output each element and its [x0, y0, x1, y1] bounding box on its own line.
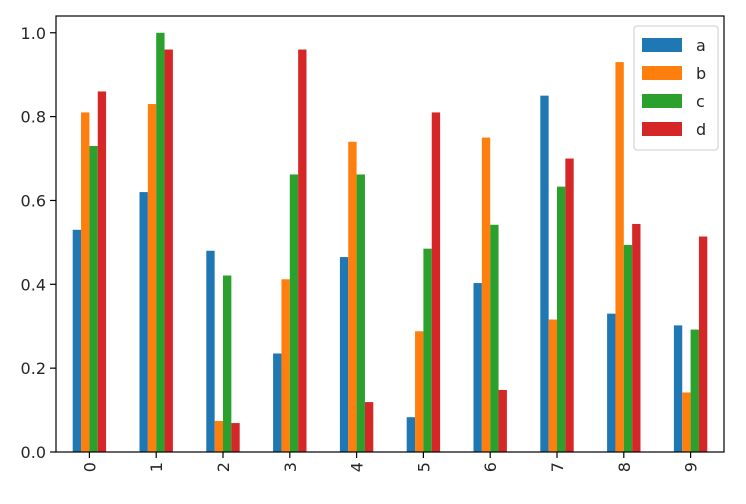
x-tick-label: 5 — [414, 462, 433, 472]
bar-a-8 — [607, 313, 616, 452]
bar-c-6 — [490, 224, 499, 452]
bar-a-6 — [473, 283, 482, 452]
bars-layer — [72, 32, 708, 453]
legend-swatch-b — [642, 66, 682, 80]
x-tick-label: 6 — [481, 462, 500, 472]
bar-c-0 — [89, 145, 98, 452]
bar-d-8 — [632, 223, 641, 452]
x-tick-label: 8 — [615, 462, 634, 472]
bar-d-4 — [364, 402, 374, 452]
bar-a-9 — [673, 325, 683, 452]
y-tick-label: 0.6 — [21, 191, 46, 210]
x-tick-label: 1 — [147, 462, 166, 472]
bar-d-6 — [498, 389, 507, 452]
bar-a-1 — [139, 192, 148, 452]
bar-c-7 — [557, 186, 566, 452]
bar-b-2 — [214, 420, 223, 452]
bar-d-3 — [298, 49, 307, 452]
bar-a-4 — [339, 257, 349, 452]
x-tick-label: 0 — [80, 462, 99, 472]
legend-label-b: b — [696, 64, 706, 83]
y-tick-label: 0.2 — [21, 359, 46, 378]
bar-b-4 — [348, 141, 357, 452]
bar-b-7 — [548, 319, 557, 452]
bar-b-5 — [415, 331, 424, 452]
legend-label-a: a — [696, 36, 706, 55]
bar-c-9 — [690, 329, 699, 452]
bar-b-3 — [281, 279, 290, 452]
x-tick-label: 9 — [682, 462, 701, 472]
y-tick-label: 0.4 — [21, 275, 46, 294]
x-tick-label: 3 — [281, 462, 300, 472]
bar-b-0 — [81, 112, 90, 453]
bar-c-4 — [356, 174, 365, 452]
bar-b-9 — [682, 392, 691, 452]
bar-c-1 — [156, 32, 165, 453]
x-tick-label: 7 — [548, 462, 567, 472]
bar-a-7 — [540, 95, 549, 453]
bar-a-0 — [72, 229, 82, 452]
bar-c-3 — [289, 174, 299, 452]
axes-layer: 0.0 0.2 0.4 0.6 0.8 1.0 0 1 2 3 4 5 6 7 8 9 — [21, 15, 725, 472]
legend-swatch-d — [642, 122, 682, 136]
bar-c-8 — [623, 244, 633, 452]
bar-b-1 — [147, 104, 157, 452]
legend-swatch-a — [642, 38, 682, 52]
x-tick-label: 4 — [348, 462, 367, 472]
bar-d-2 — [231, 423, 240, 452]
bar-a-3 — [273, 353, 282, 452]
plot-frame — [55, 15, 725, 453]
bar-b-8 — [615, 62, 624, 453]
bar-d-5 — [431, 112, 441, 453]
x-tick-label: 2 — [214, 462, 233, 472]
legend-frame — [633, 25, 719, 151]
bar-c-2 — [223, 275, 232, 452]
legend-label-d: d — [696, 120, 706, 139]
bar-d-9 — [698, 236, 708, 452]
legend-swatch-c — [642, 94, 682, 108]
bar-d-7 — [565, 158, 574, 453]
bar-a-5 — [406, 417, 416, 452]
y-tick-label: 1.0 — [21, 24, 46, 43]
y-tick-label: 0.0 — [21, 443, 46, 462]
bar-b-6 — [481, 137, 491, 452]
bar-c-5 — [423, 248, 432, 452]
y-tick-label: 0.8 — [21, 108, 46, 127]
bar-a-2 — [206, 250, 215, 452]
bar-d-1 — [164, 49, 173, 452]
legend-label-c: c — [696, 92, 705, 111]
bar-d-0 — [97, 91, 107, 453]
